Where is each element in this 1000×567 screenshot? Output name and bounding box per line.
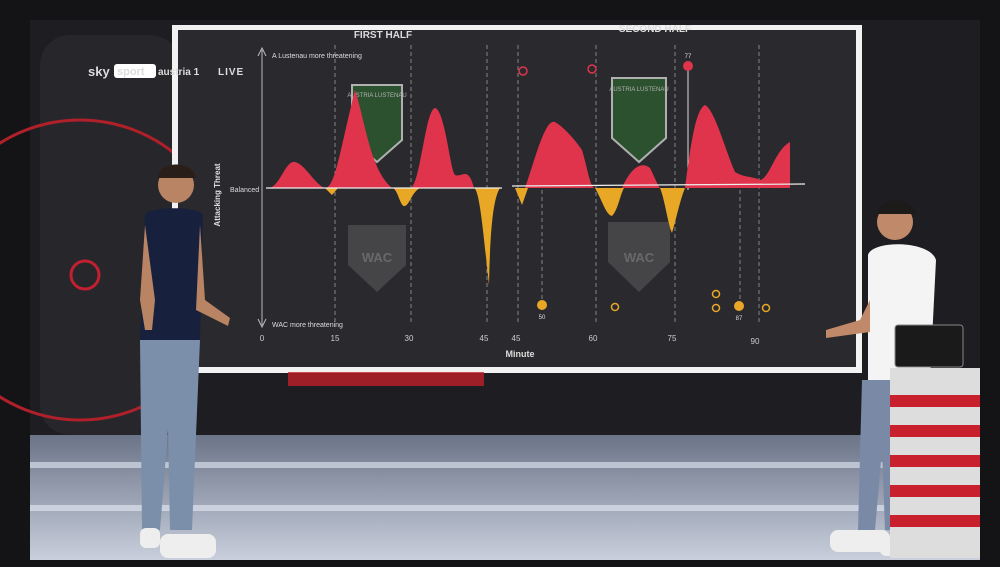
crest-text: WAC: [362, 250, 393, 265]
x-tick-label: 45: [480, 334, 489, 343]
event-minute: 50: [539, 315, 546, 321]
goal-icon: [734, 301, 744, 311]
x-tick-label: 30: [405, 334, 414, 343]
logo-box: [114, 64, 156, 78]
podium: [890, 324, 980, 558]
home-area: [525, 121, 595, 188]
event-minute: 77: [685, 54, 692, 60]
podium-ring: [890, 425, 980, 437]
hair: [877, 200, 916, 214]
sub-icon: [711, 289, 721, 299]
podium-ring: [890, 485, 980, 497]
goal-icon: [537, 300, 547, 310]
screen: [178, 30, 856, 367]
x-tick-label: 15: [331, 334, 340, 343]
shoe: [140, 528, 160, 548]
logo-sport: sport: [117, 66, 145, 78]
balanced-label: Balanced: [230, 187, 259, 194]
x-tick-label: 90: [751, 337, 760, 346]
shoe: [160, 534, 216, 558]
arm: [196, 225, 230, 326]
goal-icon: [683, 61, 693, 71]
logo-live: LIVE: [218, 67, 244, 78]
arm: [826, 300, 870, 338]
home-area: [410, 108, 474, 188]
sub-icon: [761, 303, 771, 313]
podium-ring: [890, 515, 980, 527]
axis-arrows: [257, 46, 267, 329]
crest-text: WAC: [624, 250, 655, 265]
sub-icon: [711, 303, 721, 313]
podium-ring: [890, 395, 980, 407]
event-minute: 87: [736, 316, 743, 322]
floor-stripe: [30, 462, 980, 468]
second-half-label: SECOND HALF: [619, 24, 691, 35]
first-half-label: FIRST HALF: [354, 30, 412, 41]
shoe: [830, 530, 890, 552]
y-title: Attacking Threat: [213, 163, 222, 226]
top-label: A Lustenau more threatening: [272, 53, 362, 60]
sub-icon: [587, 64, 597, 74]
baseline: [511, 183, 806, 187]
shirt: [140, 208, 203, 340]
floor-light: [288, 372, 484, 386]
away-area: [325, 188, 500, 285]
home-area: [268, 90, 392, 188]
logo-sky: sky: [88, 64, 110, 79]
sub-icon: [610, 302, 620, 312]
floor-stripe: [30, 505, 980, 511]
x-tick-label: 60: [589, 334, 598, 343]
crest-away: WAC WAC: [348, 222, 670, 292]
x-title: Minute: [506, 349, 535, 359]
away-area: [515, 188, 685, 233]
crest-text: AUSTRIA LUSTENAU: [609, 87, 668, 93]
sub-icon: [518, 66, 528, 76]
logo-channel: austria 1: [158, 67, 200, 78]
crest-shape: [608, 222, 670, 292]
presenter-left: [140, 164, 230, 558]
wall-circle: [69, 259, 101, 291]
podium-ring: [890, 455, 980, 467]
x-tick-label: 75: [668, 334, 677, 343]
crest-shape: [348, 225, 406, 292]
tablet: [894, 324, 964, 368]
event-icons: 77 50 87: [518, 54, 771, 322]
crest-text: AUSTRIA LUSTENAU: [347, 93, 406, 99]
home-area: [622, 105, 790, 188]
x-tick-label: 45: [512, 334, 521, 343]
bottom-label: WAC more threatening: [272, 322, 343, 329]
crest-shape: [611, 77, 667, 164]
x-tick-label: 0: [260, 334, 265, 343]
arm: [140, 225, 155, 330]
jeans: [140, 340, 200, 530]
hair: [158, 164, 196, 178]
